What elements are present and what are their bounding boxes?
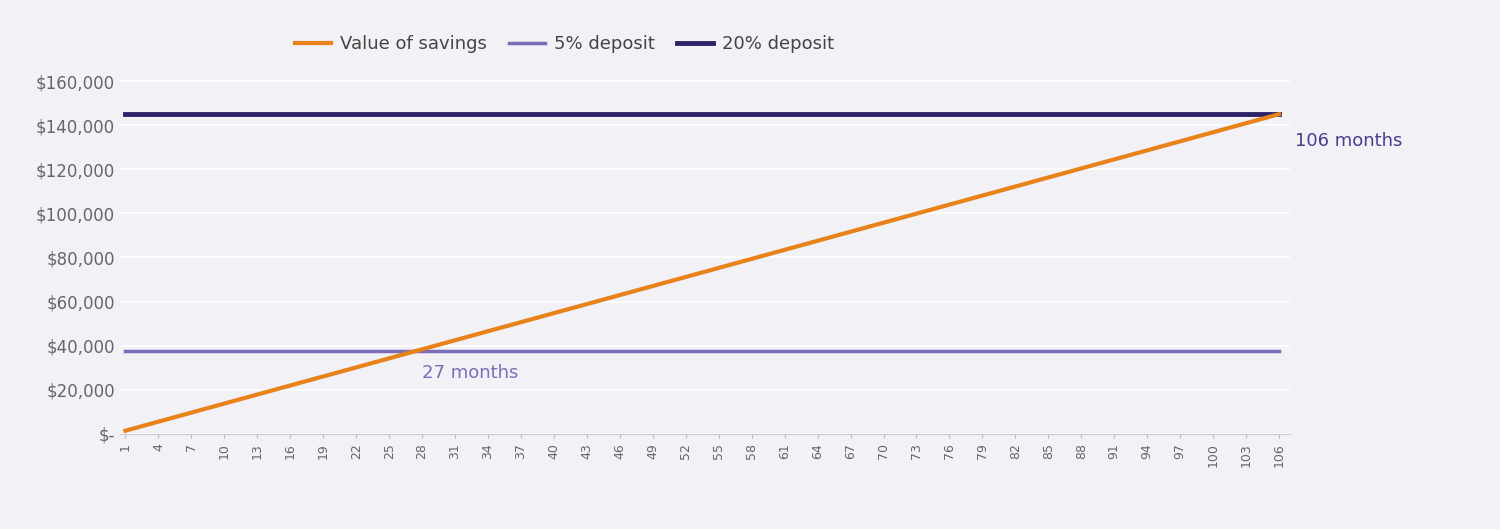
Value of savings xyxy=(864,223,882,229)
Legend: Value of savings, 5% deposit, 20% deposit: Value of savings, 5% deposit, 20% deposi… xyxy=(288,28,842,60)
Value of savings xyxy=(1116,153,1134,160)
Value of savings xyxy=(1270,111,1288,117)
Line: Value of savings: Value of savings xyxy=(126,114,1280,431)
Text: 106 months: 106 months xyxy=(1296,132,1402,150)
Value of savings xyxy=(786,244,804,250)
Value of savings xyxy=(150,418,168,425)
Value of savings xyxy=(117,427,135,434)
Value of savings xyxy=(908,211,926,217)
Value of savings xyxy=(798,241,816,247)
Text: 27 months: 27 months xyxy=(422,364,519,382)
